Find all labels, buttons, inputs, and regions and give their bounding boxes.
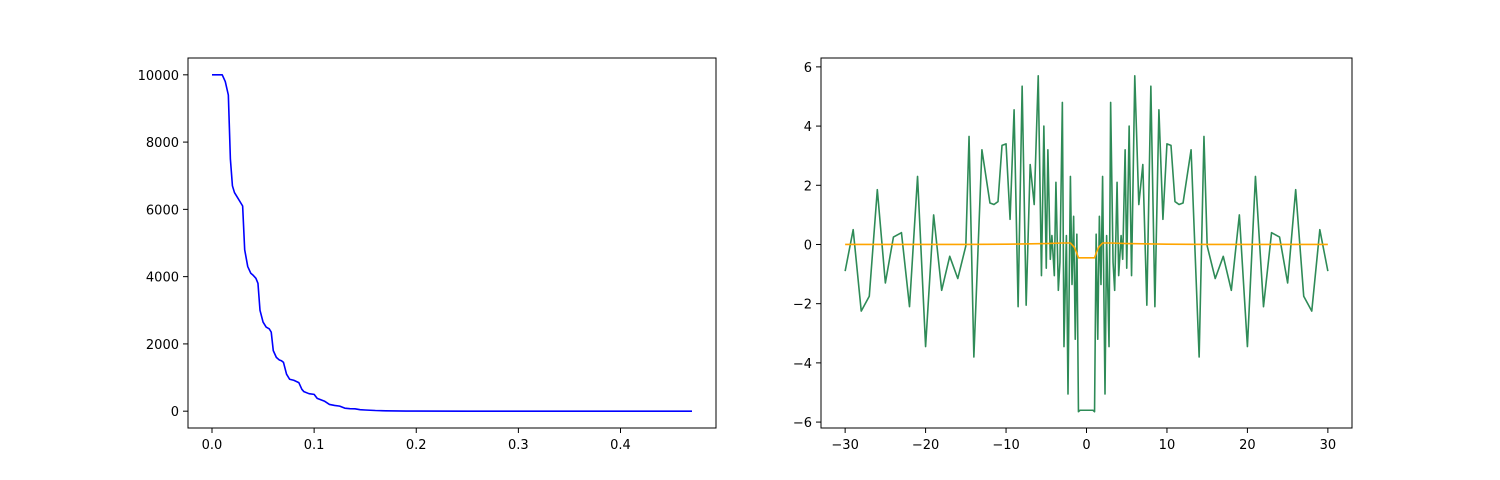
y-tick-label: 2000 [146,338,179,353]
y-tick-label: 6000 [146,203,179,218]
axes-frame [187,57,717,429]
x-tick-label: 0.0 [202,438,223,453]
y-tick-label: −6 [793,416,812,431]
axes-frame [820,57,1353,429]
x-tick-label: 20 [1239,438,1256,453]
y-tick-label: 0 [804,238,812,253]
series-line-1 [844,74,1329,413]
y-tick-label: 4 [804,120,812,135]
series-line-1 [212,74,692,412]
x-tick-label: 10 [1159,438,1176,453]
y-tick-label: 8000 [146,136,179,151]
x-tick-label: 0.3 [508,438,529,453]
y-tick-label: −4 [793,357,812,372]
y-tick-label: −2 [793,298,812,313]
y-tick-label: 10000 [138,69,179,84]
chart-left: 0.0 0.1 0.2 0.3 0.4 0 2000 4000 6000 8000 10000 [138,57,717,453]
x-tick-label: 0.1 [304,438,325,453]
y-tick-label: 2 [804,179,812,194]
x-tick-label: 30 [1320,438,1337,453]
x-tick-label: 0 [1082,438,1090,453]
x-tick-label: 0.2 [406,438,427,453]
y-tick-label: 6 [804,61,812,76]
x-tick-label: 0.4 [610,438,631,453]
x-tick-label: −30 [831,438,858,453]
x-tick-label: −10 [992,438,1019,453]
x-tick-label: −20 [912,438,939,453]
y-tick-label: 4000 [146,271,179,286]
y-tick-label: 0 [171,405,179,420]
series-line-2 [845,242,1328,259]
